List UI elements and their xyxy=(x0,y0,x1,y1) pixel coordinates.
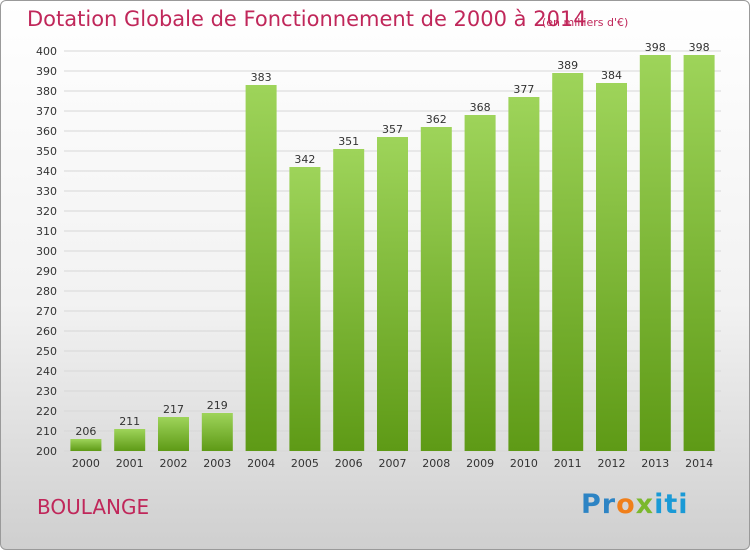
y-tick-label: 360 xyxy=(36,125,57,138)
bar-2008 xyxy=(420,127,452,451)
bar-2000 xyxy=(70,439,102,451)
value-label-2003: 219 xyxy=(207,399,228,412)
chart-title: Dotation Globale de Fonctionnement de 20… xyxy=(27,7,587,31)
x-tick-label-2006: 2006 xyxy=(335,457,363,470)
x-tick-label-2004: 2004 xyxy=(247,457,275,470)
commune-name: BOULANGE xyxy=(37,495,150,519)
bars: 206 211 217 219 383 342 351 357 362 368 377 389 384 3… xyxy=(70,41,715,451)
bar-2011 xyxy=(552,73,584,451)
y-tick-label: 370 xyxy=(36,105,57,118)
y-tick-label: 270 xyxy=(36,305,57,318)
y-axis: 200 210 220 230 240 250 260 270 280 290 300 310 320 3… xyxy=(36,45,57,458)
bar-2007 xyxy=(377,137,408,451)
proxiti-logo: Proxiti xyxy=(581,489,689,520)
bar-2006 xyxy=(333,149,365,451)
y-tick-label: 340 xyxy=(36,165,57,178)
x-tick-label-2000: 2000 xyxy=(72,457,100,470)
y-tick-label: 230 xyxy=(36,385,57,398)
value-label-2004: 383 xyxy=(251,71,272,84)
x-axis: 2000 2001 2002 2003 2004 2005 2006 2007 2008 2009… xyxy=(72,457,713,470)
x-tick-label-2012: 2012 xyxy=(598,457,626,470)
y-tick-label: 350 xyxy=(36,145,57,158)
y-tick-label: 380 xyxy=(36,85,57,98)
y-tick-label: 200 xyxy=(36,445,57,458)
y-tick-label: 280 xyxy=(36,285,57,298)
value-label-2005: 342 xyxy=(294,153,315,166)
y-tick-label: 240 xyxy=(36,365,57,378)
value-label-2001: 211 xyxy=(119,415,140,428)
x-tick-label-2014: 2014 xyxy=(685,457,713,470)
value-label-2007: 357 xyxy=(382,123,403,136)
y-tick-label: 390 xyxy=(36,65,57,78)
x-tick-label-2008: 2008 xyxy=(422,457,450,470)
bar-2005 xyxy=(289,167,321,451)
bar-2012 xyxy=(596,83,627,451)
y-tick-label: 400 xyxy=(36,45,57,58)
y-tick-label: 210 xyxy=(36,425,57,438)
x-tick-label-2003: 2003 xyxy=(203,457,231,470)
bar-2003 xyxy=(201,413,233,451)
y-tick-label: 300 xyxy=(36,245,57,258)
value-label-2011: 389 xyxy=(557,59,578,72)
value-label-2013: 398 xyxy=(645,41,666,54)
y-tick-label: 220 xyxy=(36,405,57,418)
value-label-2010: 377 xyxy=(513,83,534,96)
y-tick-label: 330 xyxy=(36,185,57,198)
bar-2001 xyxy=(114,429,146,451)
x-tick-label-2009: 2009 xyxy=(466,457,494,470)
chart-unit: (en milliers d'€) xyxy=(542,16,629,29)
x-tick-label-2010: 2010 xyxy=(510,457,538,470)
y-tick-label: 310 xyxy=(36,225,57,238)
value-label-2014: 398 xyxy=(689,41,710,54)
bar-2009 xyxy=(464,115,496,451)
value-label-2002: 217 xyxy=(163,403,184,416)
x-tick-label-2002: 2002 xyxy=(160,457,188,470)
value-label-2000: 206 xyxy=(75,425,96,438)
x-tick-label-2011: 2011 xyxy=(554,457,582,470)
y-tick-label: 320 xyxy=(36,205,57,218)
value-label-2008: 362 xyxy=(426,113,447,126)
y-tick-label: 250 xyxy=(36,345,57,358)
bar-2014 xyxy=(683,55,715,451)
y-tick-label: 290 xyxy=(36,265,57,278)
x-tick-label-2013: 2013 xyxy=(641,457,669,470)
bar-2004 xyxy=(245,85,277,451)
bar-2002 xyxy=(158,417,189,451)
bar-2010 xyxy=(508,97,540,451)
x-tick-label-2005: 2005 xyxy=(291,457,319,470)
x-tick-label-2007: 2007 xyxy=(379,457,407,470)
bar-2013 xyxy=(639,55,671,451)
y-tick-label: 260 xyxy=(36,325,57,338)
value-label-2012: 384 xyxy=(601,69,622,82)
value-label-2006: 351 xyxy=(338,135,359,148)
x-tick-label-2001: 2001 xyxy=(116,457,144,470)
value-label-2009: 368 xyxy=(470,101,491,114)
